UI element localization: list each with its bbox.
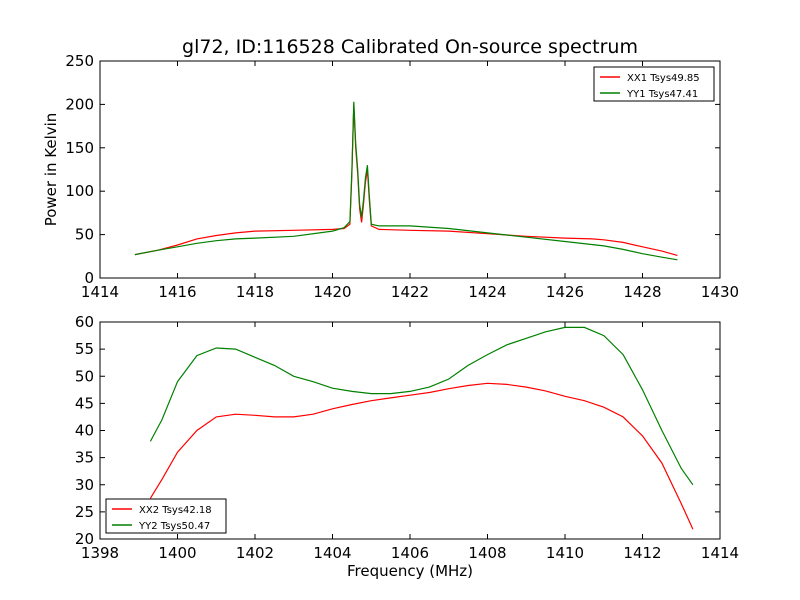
y-tick-label: 20	[75, 530, 94, 548]
series-line-xx	[149, 382, 694, 530]
legend: XX2 Tsys42.18 YY2 Tsys50.47	[105, 498, 227, 534]
y-tick-label: 30	[75, 476, 94, 494]
legend-entry: YY2 Tsys50.47	[138, 521, 210, 532]
figure-title: gl72, ID:116528 Calibrated On-source spe…	[182, 36, 638, 58]
y-tick-label: 150	[65, 139, 94, 157]
x-tick-label: 1406	[391, 544, 429, 562]
x-tick-label: 1404	[313, 544, 351, 562]
x-tick-label: 1420	[313, 283, 351, 301]
y-tick-label: 55	[75, 340, 94, 358]
y-tick-label: 40	[75, 422, 94, 440]
legend-entry: YY1 Tsys47.41	[626, 89, 698, 100]
legend-box	[593, 66, 715, 102]
bottom-panel: 1398 1400 1402 1404 1406 1408 1410 1412 1414 20 25…	[75, 313, 739, 580]
y-tick-label: 50	[75, 367, 94, 385]
y-tick-label: 200	[65, 95, 94, 113]
y-tick-label: 50	[75, 226, 94, 244]
y-tick-label: 35	[75, 449, 94, 467]
x-tick-label: 1400	[158, 544, 196, 562]
x-tick-label: 1412	[623, 544, 661, 562]
x-tick-label: 1410	[546, 544, 584, 562]
series-line-yy	[149, 326, 694, 486]
x-tick-label: 1414	[701, 544, 739, 562]
x-tick-label: 1424	[468, 283, 506, 301]
legend-entry: XX1 Tsys49.85	[627, 73, 700, 84]
x-tick-label: 1418	[236, 283, 274, 301]
x-tick-label: 1428	[623, 283, 661, 301]
x-tick-label: 1416	[158, 283, 196, 301]
x-axis-label: Frequency (MHz)	[347, 562, 473, 580]
x-tick-label: 1426	[546, 283, 584, 301]
y-axis-label: Power in Kelvin	[42, 113, 60, 227]
legend: XX1 Tsys49.85 YY1 Tsys47.41	[593, 66, 715, 102]
x-tick-label: 1398	[81, 544, 119, 562]
series-line-yy	[134, 101, 678, 261]
series-line-xx	[134, 104, 678, 256]
top-panel: 1414 1416 1418 1420 1422 1424 1426 1428 1430 0 50 1…	[42, 52, 739, 301]
y-tick-label: 60	[75, 313, 94, 331]
x-tick-label: 1402	[236, 544, 274, 562]
x-tick-label: 1422	[391, 283, 429, 301]
y-tick-label: 100	[65, 182, 94, 200]
legend-box	[105, 498, 227, 534]
y-tick-label: 25	[75, 503, 94, 521]
y-tick-label: 250	[65, 52, 94, 70]
x-tick-label: 1408	[468, 544, 506, 562]
legend-entry: XX2 Tsys42.18	[139, 505, 212, 516]
y-tick-label: 0	[84, 269, 94, 287]
x-tick-label: 1414	[81, 283, 119, 301]
y-tick-label: 45	[75, 394, 94, 412]
x-tick-label: 1430	[701, 283, 739, 301]
